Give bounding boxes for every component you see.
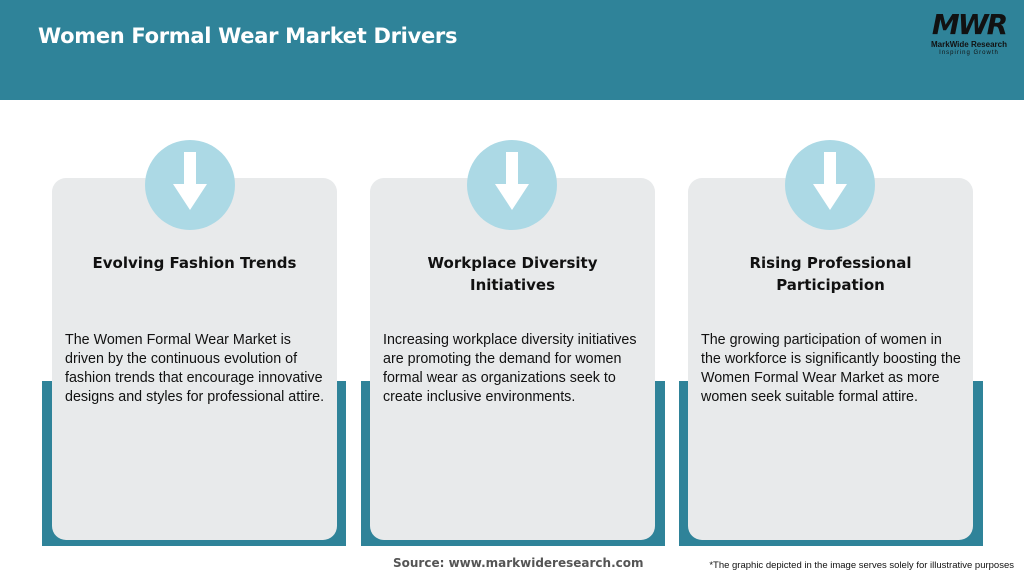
disclaimer-note: *The graphic depicted in the image serve… (709, 560, 1014, 571)
arrow-down-icon (145, 140, 235, 230)
driver-card-2: Workplace Diversity Initiatives Increasi… (370, 178, 655, 540)
logo: MWR MarkWide Research Inspiring Growth (924, 10, 1014, 57)
logo-name: MarkWide Research (931, 40, 1007, 49)
card-text: The growing participation of women in th… (701, 332, 961, 405)
logo-mark: MWR (931, 8, 1008, 41)
header-banner: Women Formal Wear Market Drivers MWR Mar… (0, 0, 1024, 100)
card-title: Rising Professional Participation (749, 254, 912, 294)
arrow-down-icon (785, 140, 875, 230)
card-text: Increasing workplace diversity initiativ… (383, 332, 637, 405)
card-text: The Women Formal Wear Market is driven b… (65, 332, 325, 405)
driver-card-1: Evolving Fashion Trends The Women Formal… (52, 178, 337, 540)
card-title: Evolving Fashion Trends (92, 254, 297, 272)
logo-tagline: Inspiring Growth (939, 50, 999, 56)
arrow-down-icon (467, 140, 557, 230)
driver-card-3: Rising Professional Participation The gr… (688, 178, 973, 540)
card-title: Workplace Diversity Initiatives (427, 254, 598, 294)
page-title: Women Formal Wear Market Drivers (38, 24, 458, 48)
source-text: Source: www.markwideresearch.com (393, 556, 644, 570)
